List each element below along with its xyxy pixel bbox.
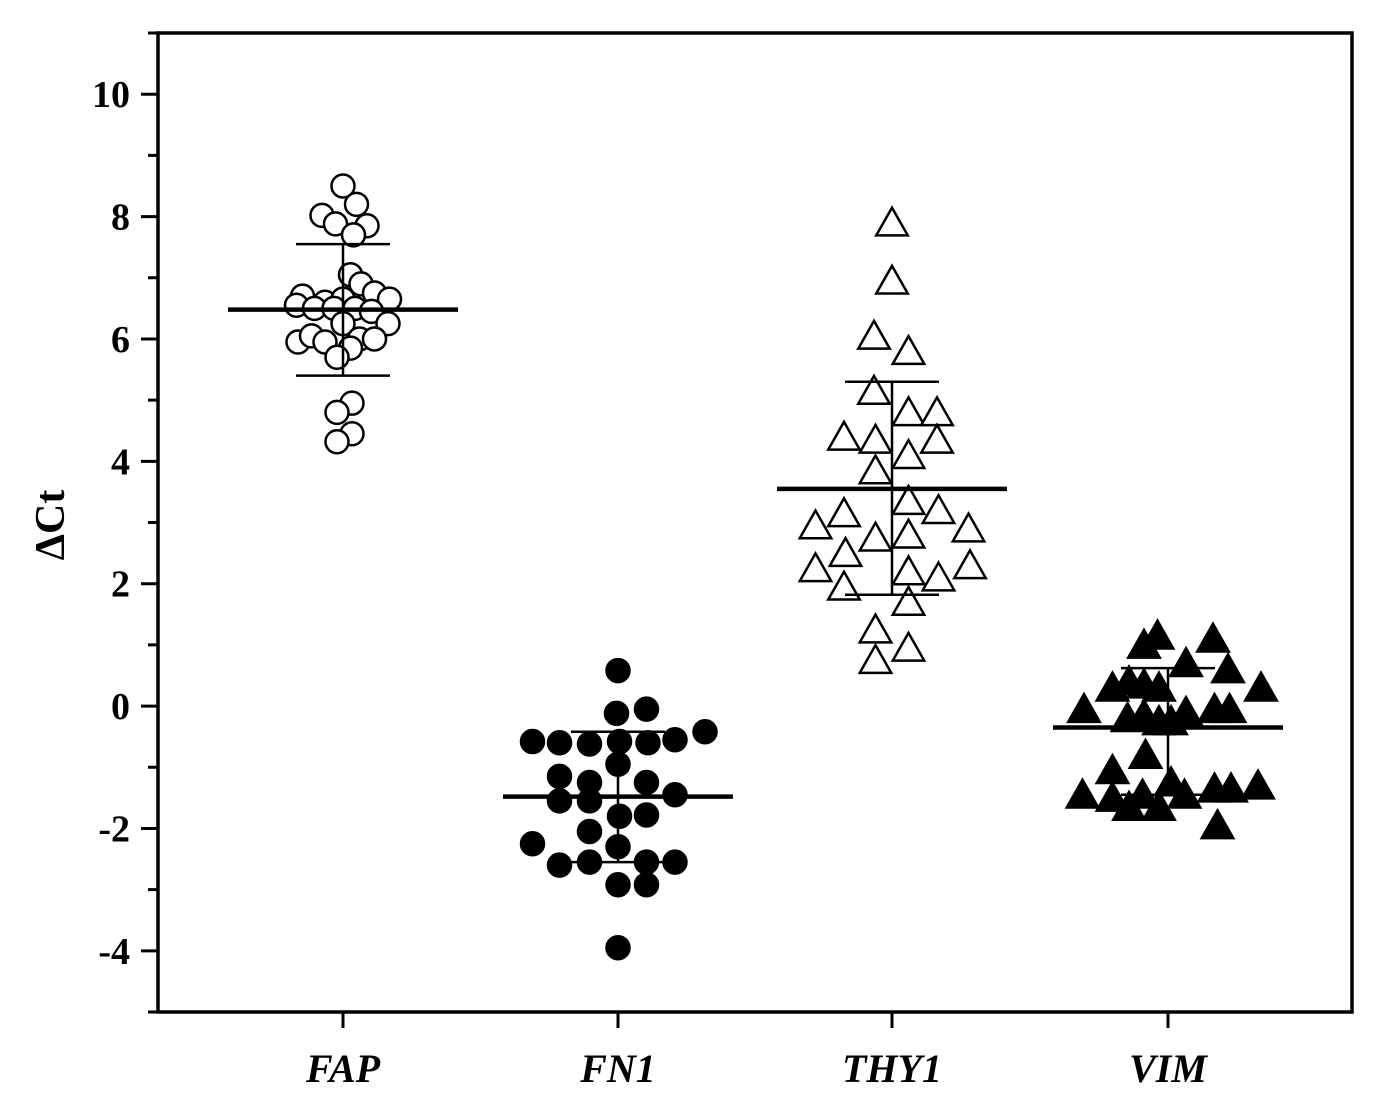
thy1-point xyxy=(920,492,957,525)
vim-point xyxy=(1199,807,1236,840)
y-tick-label: -2 xyxy=(98,808,130,850)
fn1-point xyxy=(692,719,718,745)
thy1-point xyxy=(874,263,910,295)
fn1-point xyxy=(576,818,603,845)
thy1-point xyxy=(826,419,862,451)
vim-point xyxy=(1211,691,1248,724)
thy1-point xyxy=(856,318,892,350)
fap-point xyxy=(322,211,349,237)
fn1-point xyxy=(635,730,661,756)
fap-point xyxy=(361,326,388,352)
data-points xyxy=(283,173,1279,961)
x-category-label: VIM xyxy=(1129,1046,1208,1091)
fn1-point xyxy=(519,830,546,857)
fap-point xyxy=(340,222,367,248)
fn1-point xyxy=(576,731,603,757)
thy1-point xyxy=(874,205,910,237)
vim-point xyxy=(1066,691,1102,724)
fap-point xyxy=(324,344,350,371)
fap-point xyxy=(324,399,350,426)
vim-point xyxy=(1126,627,1162,659)
thy1-point xyxy=(856,373,892,405)
fn1-point xyxy=(662,726,688,753)
thy1-point xyxy=(890,333,927,366)
vim-point xyxy=(1094,752,1131,785)
fap-point xyxy=(324,428,350,455)
thy1-point xyxy=(857,520,894,552)
x-category-label: FN1 xyxy=(579,1046,656,1091)
fn1-point xyxy=(605,657,631,684)
fn1-point xyxy=(546,730,573,756)
thy1-point xyxy=(890,394,927,427)
fap-point xyxy=(343,191,370,218)
vim-point xyxy=(1195,621,1231,653)
thy1-point xyxy=(890,630,927,662)
y-tick-label: 0 xyxy=(111,686,130,728)
fn1-point xyxy=(605,935,631,961)
thy1-point xyxy=(952,547,988,580)
fn1-point xyxy=(633,769,660,796)
thy1-point xyxy=(797,550,834,583)
thy1-point xyxy=(857,612,894,644)
thy1-point xyxy=(826,569,862,601)
fn1-point xyxy=(603,700,630,727)
y-tick-label: 2 xyxy=(111,564,130,606)
vim-point xyxy=(1111,789,1147,822)
vim-point xyxy=(1127,737,1164,770)
thy1-point xyxy=(890,584,927,617)
vim-point xyxy=(1141,789,1177,822)
thy1-point xyxy=(950,511,987,543)
vim-point xyxy=(1210,651,1246,684)
thy1-point xyxy=(890,553,927,586)
y-tick-label: -4 xyxy=(98,931,130,973)
thy1-point xyxy=(890,437,927,470)
y-axis-title: ΔCt xyxy=(28,490,74,561)
thy1-point xyxy=(797,508,834,540)
mean-sd-bars xyxy=(228,242,1283,864)
y-tick-label: 6 xyxy=(111,319,130,361)
x-category-label: THY1 xyxy=(842,1046,942,1091)
vim-point xyxy=(1240,768,1276,800)
thy1-point xyxy=(920,560,957,592)
fn1-point xyxy=(633,802,660,828)
x-category-label: FAP xyxy=(305,1046,381,1091)
thy1-point xyxy=(890,517,927,549)
fn1-point xyxy=(633,871,660,898)
thy1-point xyxy=(857,452,894,485)
thy1-point xyxy=(857,422,894,454)
y-tick-label: 8 xyxy=(111,197,130,239)
fn1-point xyxy=(576,788,603,814)
fn1-point xyxy=(606,728,633,755)
thy1-point xyxy=(826,495,862,528)
fn1-point xyxy=(605,871,631,898)
vim-point xyxy=(1064,777,1101,809)
fn1-point xyxy=(546,763,573,790)
fn1-point xyxy=(519,728,546,755)
y-axis: -4 -2 0 2 4 6 8 10 xyxy=(92,31,158,1014)
y-tick-label: 10 xyxy=(92,74,130,116)
thy1-point xyxy=(857,642,894,675)
thy1-point xyxy=(919,422,955,454)
vim-point xyxy=(1094,780,1131,812)
vim-point xyxy=(1243,670,1279,702)
fn1-point xyxy=(662,849,688,875)
thy1-point xyxy=(890,483,927,516)
thy1-point xyxy=(827,535,864,568)
x-axis: FAP FN1 THY1 VIM xyxy=(305,1012,1208,1091)
fap-point xyxy=(330,173,356,199)
fn1-point xyxy=(546,788,573,814)
thy1-point xyxy=(919,394,955,427)
y-tick-label: 4 xyxy=(111,441,130,483)
fn1-point xyxy=(606,803,633,829)
fn1-point xyxy=(633,696,660,722)
vim-point xyxy=(1213,771,1249,803)
fn1-point xyxy=(546,852,573,878)
